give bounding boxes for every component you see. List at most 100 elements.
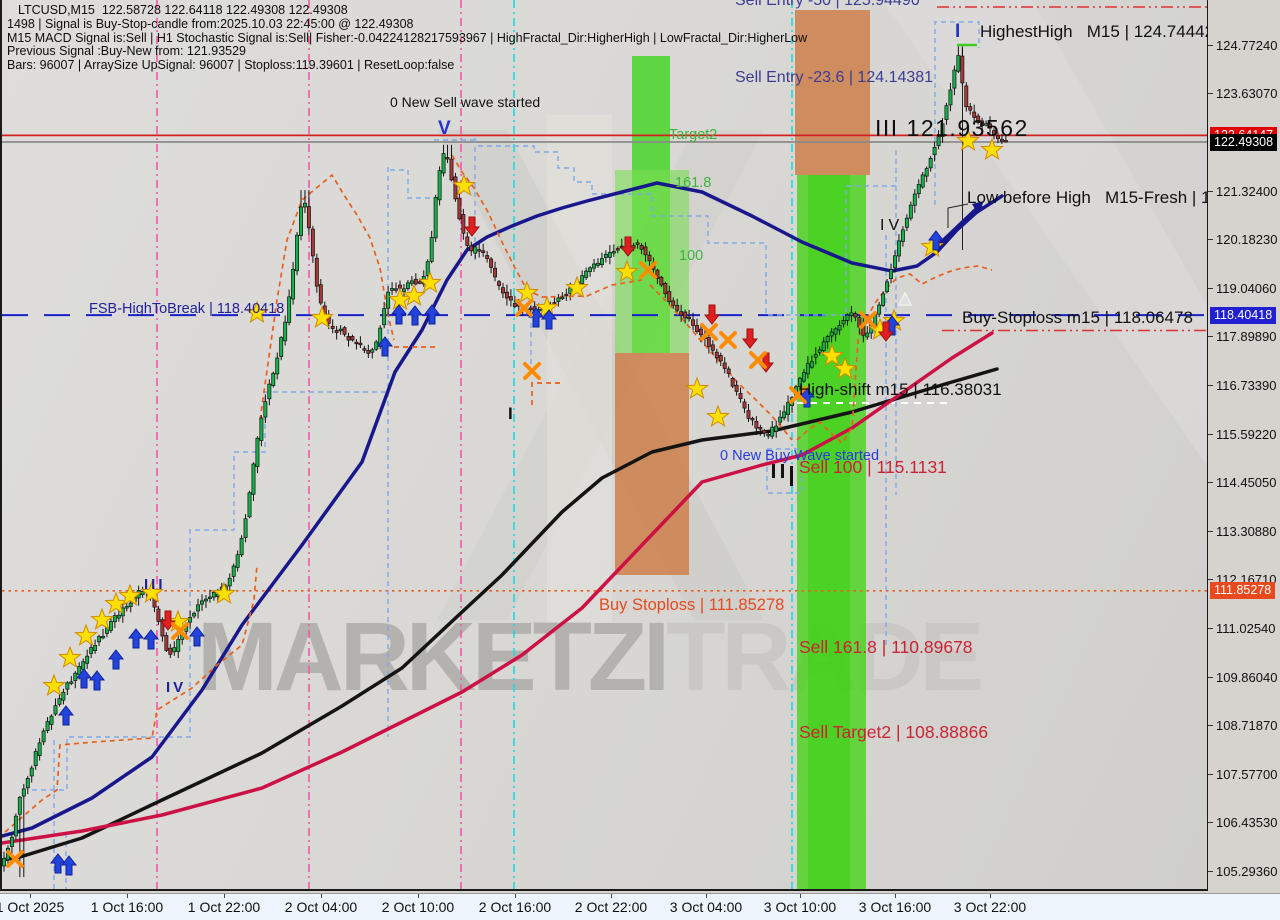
price-tick [1208,773,1213,775]
price-label: 117.89890 [1216,329,1277,344]
chart-canvas[interactable]: MARKETZITRADE LTCUSD,M15 122.58728 122.6… [0,0,1208,891]
time-label: 2 Oct 04:00 [284,899,358,915]
price-label: 120.18230 [1216,232,1278,248]
price-tick [1208,822,1213,824]
x-marker [171,622,189,640]
bars-info-line: Bars: 96007 | ArraySize UpSignal: 96007 … [7,57,455,72]
price-tick [1208,579,1213,581]
star-marker [820,343,844,367]
price-label: 121.32400 [1216,183,1278,199]
star-marker [920,234,944,258]
star-marker [956,128,980,152]
price-label: 107.57700 [1216,766,1278,782]
time-tick [611,894,612,898]
star-marker [515,280,539,304]
price-label: 105.29360 [1216,863,1278,879]
buy-arrow-marker [127,628,145,649]
ma-crimson [2,331,994,845]
ma-slow-navy [2,181,1004,838]
time-axis[interactable]: 1 Oct 2025 1 Oct 16:00 1 Oct 22:00 2 Oct 04… [0,893,1280,920]
price-tick [1208,336,1213,337]
x-marker [719,331,737,349]
price-badge: 118.40418 [1210,306,1277,324]
price-levels [2,6,1207,592]
signal-markers [6,128,1004,876]
x-marker [515,299,533,317]
x-marker [789,386,807,404]
time-label: 1 Oct 2025 [0,899,65,915]
time-tick [800,894,801,898]
buy-arrow-marker [75,668,93,689]
buy-arrow-marker [107,649,125,670]
buy-arrow-marker [57,705,75,726]
x-marker [6,850,24,868]
star-marker [615,259,639,283]
sell-arrow-marker [619,236,637,257]
star-marker [212,581,236,605]
sell-arrow-marker [877,321,895,342]
x-marker [639,261,657,279]
time-tick [224,894,225,898]
time-tick [127,894,128,898]
star-marker [104,591,128,615]
buy-arrow-marker [527,307,545,328]
star-marker [833,356,857,380]
price-tick [1208,725,1213,727]
star-marker [452,173,476,197]
previous-signal-line: Previous Signal :Buy-New from: 121.93529 [7,44,247,58]
chart-plot[interactable] [2,0,1208,889]
trend-arrow [937,203,983,247]
price-badge: 122.49308 [1210,133,1278,151]
price-tick [1208,482,1213,484]
time-label: 2 Oct 22:00 [574,899,648,915]
price-label: 124.77240 [1216,37,1278,53]
indicator-info-line: M15 MACD Signal is:Sell | H1 Stochastic … [7,30,808,45]
buy-arrow-marker [142,629,160,650]
triangle-marker [897,291,913,306]
star-marker [140,580,164,604]
wave-count-bar [790,466,793,486]
price-tick [1208,433,1213,435]
moving-averages [2,181,1004,862]
price-tick [1208,44,1213,46]
time-label: 1 Oct 22:00 [187,899,261,915]
time-label: 3 Oct 04:00 [669,899,743,915]
sell-arrow-marker [703,304,721,325]
star-marker [565,275,589,299]
object-extras [772,201,984,486]
fractal-step-lines [32,21,980,791]
star-marker [980,137,1004,161]
wave-count-bar [772,464,775,478]
price-tick [1208,385,1213,387]
time-label: 3 Oct 16:00 [858,899,932,915]
star-marker [42,673,66,697]
price-tick [1208,92,1213,94]
signal-info-line: 1498 | Signal is Buy-Stop-candle from:20… [7,17,414,31]
price-label: 119.04060 [1216,280,1277,296]
price-label: 114.45050 [1216,475,1277,491]
buy-arrow-marker [927,230,945,251]
x-marker [859,311,877,329]
price-label: 116.73390 [1216,378,1277,394]
star-marker [74,623,98,647]
time-label: 3 Oct 22:00 [953,899,1027,915]
price-tick [1208,676,1213,678]
star-marker [706,404,730,428]
time-label: 3 Oct 10:00 [763,899,837,915]
star-marker [118,583,142,607]
price-label: 106.43530 [1216,815,1278,831]
ma-black [2,367,999,862]
candles [2,46,1008,878]
sell-arrow-marker [741,328,759,349]
buy-arrow-marker [60,855,78,876]
price-tick [1208,287,1213,289]
x-marker [700,323,718,341]
price-tick [1208,627,1213,629]
buy-arrow-marker [390,304,408,325]
star-marker [685,376,709,400]
star-marker [418,270,442,294]
price-axis[interactable]: 124.77240 123.63070 121.32400 120.18230 119.… [1208,0,1280,891]
time-label: 2 Oct 10:00 [381,899,455,915]
time-tick [990,894,991,898]
